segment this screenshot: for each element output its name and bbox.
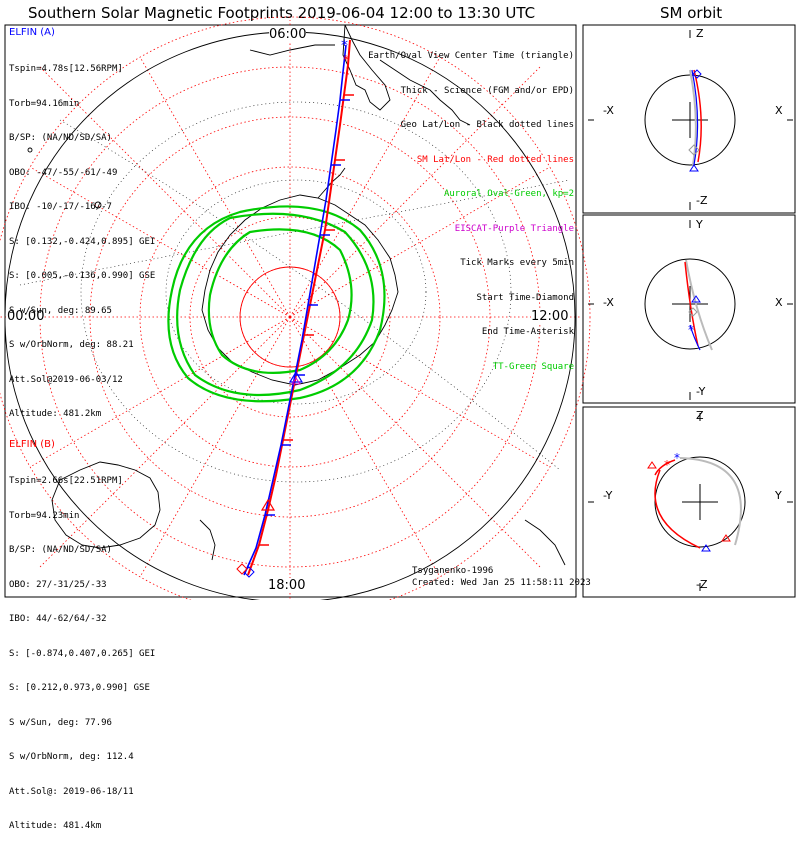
elfin-a-name: ELFIN (A) (9, 27, 55, 38)
created-timestamp: Created: Wed Jan 25 11:58:11 2023 (412, 578, 591, 588)
legend-line: Thick - Science (FGM and/or EPD) (400, 85, 574, 96)
time-label-right: 12:00 (531, 309, 569, 324)
map-title: Southern Solar Magnetic Footprints 2019-… (28, 4, 536, 22)
orbit2-top-label: Y (696, 218, 703, 231)
orbit-panel-1-frame (582, 24, 796, 214)
eiscat-triangle (291, 377, 301, 385)
legend-line: End Time-Asterisk (481, 327, 574, 337)
elfin-a-track (243, 44, 347, 576)
time-label-bottom: 18:00 (268, 578, 306, 593)
orbit-panel-2-frame (582, 214, 796, 404)
footprint-map: * * * (0, 16, 796, 600)
orbit2-left-label: -X (603, 296, 614, 309)
elfin-a-info: Tspin=4.78s[12.56RPM] Torb=94.16min B/SP… (9, 64, 156, 419)
orbit1-left-label: -X (603, 104, 614, 117)
orbit3-bottom-label: -Z (696, 578, 708, 591)
auroral-oval (167, 205, 386, 403)
orbit2-bottom-label: -Y (696, 385, 706, 398)
orbit-panel-3-frame (582, 406, 796, 598)
orbit-title: SM orbit (660, 4, 723, 22)
time-label-left: 00:00 (7, 309, 45, 324)
orbit3-left-label: -Y (603, 489, 613, 502)
legend-line: SM Lat/Lon - Red dotted lines (416, 154, 574, 165)
legend-line: TT-Green Square (492, 361, 574, 372)
elfin-b-end-asterisk: * (343, 53, 349, 67)
orbit-panel-2: * (588, 220, 793, 400)
legend: Earth/Oval View Center Time (triangle) T… (368, 28, 574, 385)
elfin-b-name: ELFIN (B) (9, 439, 55, 450)
elfin-a-ticks (265, 99, 350, 516)
svg-text:*: * (674, 451, 680, 465)
orbit3-top-label: Z (696, 409, 704, 422)
legend-line: EISCAT-Purple Triangle (454, 223, 574, 234)
svg-text:*: * (664, 458, 670, 472)
legend-line: Auroral Oval-Green, kp=2 (443, 189, 574, 199)
orbit-panel-1 (588, 30, 793, 210)
time-label-top: 06:00 (269, 27, 307, 42)
orbit2-right-label: X (775, 296, 783, 309)
orbit1-right-label: X (775, 104, 783, 117)
elfin-b-info: Tspin=2.66s[22.51RPM] Torb=94.23min B/SP… (9, 476, 156, 831)
elfin-b-track (247, 39, 351, 576)
svg-text:*: * (688, 323, 694, 337)
legend-line: Tick Marks every 5min (460, 258, 574, 268)
orbit-panel-3: * * (588, 413, 793, 591)
elfin-b-start-diamond (236, 563, 248, 575)
elfin-a-end-asterisk: * (341, 38, 348, 54)
coastlines (27, 24, 566, 566)
orbit1-bottom-label: -Z (696, 194, 708, 207)
geo-grid (19, 101, 571, 483)
view-center-triangle-b (260, 498, 276, 511)
elfin-b-ticks (259, 94, 354, 546)
legend-line: Start Time-Diamond (476, 292, 574, 303)
view-center-triangle-a (288, 370, 304, 383)
legend-line: Geo Lat/Lon - Black dotted lines (400, 120, 574, 130)
orbit3-right-label: Y (775, 489, 782, 502)
model-credit: Tsyganenko-1996 (412, 566, 494, 576)
legend-line: Earth/Oval View Center Time (triangle) (368, 51, 574, 61)
orbit1-top-label: Z (696, 27, 704, 40)
